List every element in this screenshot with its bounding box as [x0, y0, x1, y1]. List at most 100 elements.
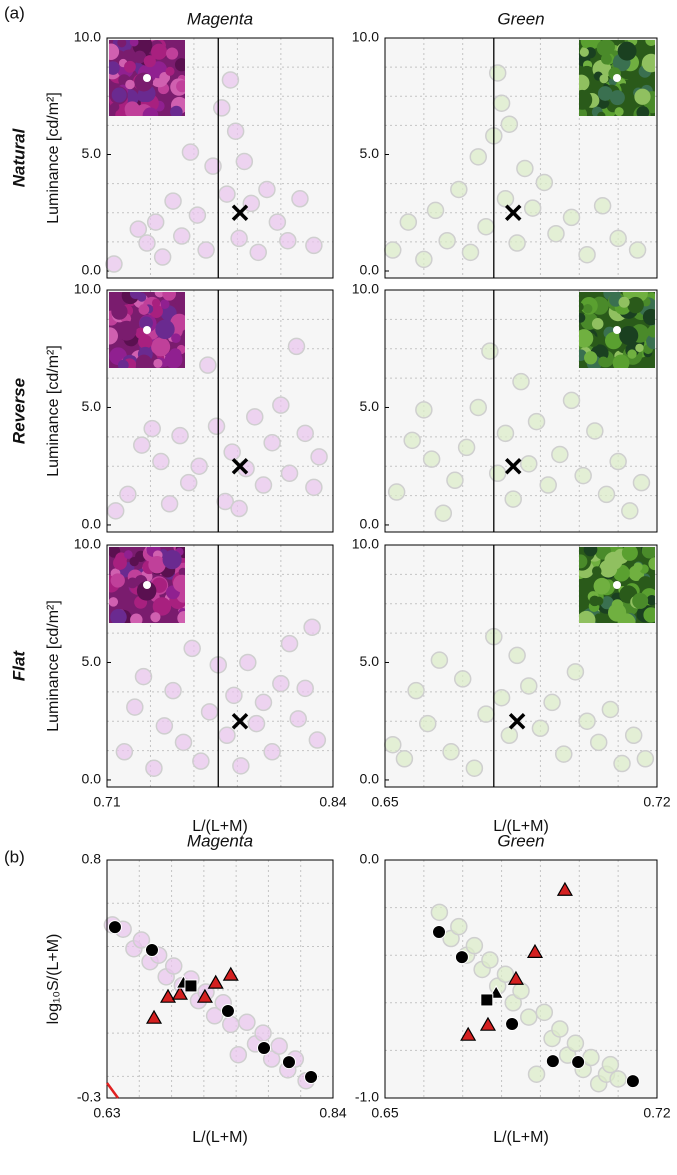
- data-point: [481, 342, 499, 360]
- texture-disc: [579, 47, 589, 57]
- x-tick-label: 0.71: [93, 794, 120, 810]
- mean-cross: [231, 712, 249, 730]
- data-point: [164, 192, 182, 210]
- texture: [579, 547, 655, 623]
- texture-disc: [109, 43, 120, 60]
- data-point: [504, 490, 522, 508]
- texture-disc: [579, 610, 596, 623]
- texture: [579, 40, 655, 116]
- subplot: 0.0 5.0 10.0 0.71 0.84 L/(L+M) Luminance [cd/m…: [9, 536, 346, 836]
- data-point: [586, 422, 604, 440]
- data-point: [247, 714, 266, 733]
- y-tick-label: 0.0: [82, 516, 102, 532]
- data-point: [399, 213, 418, 231]
- y-tick-label: 5.0: [360, 145, 380, 161]
- y-tick-label: 10.0: [352, 536, 379, 552]
- data-point: [535, 173, 554, 192]
- data-point: [488, 64, 507, 82]
- data-point: [547, 224, 565, 243]
- y-tick-label: 10.0: [74, 536, 101, 552]
- plot-frame: [384, 544, 658, 788]
- texture-disc: [579, 312, 586, 323]
- square-marker: [184, 979, 198, 993]
- data-point: [207, 417, 226, 436]
- texture-disc: [621, 547, 638, 561]
- data-point: [171, 426, 189, 445]
- data-point: [593, 197, 612, 215]
- data-point: [238, 1013, 256, 1032]
- data-point: [632, 473, 651, 492]
- mean-cross: [508, 712, 526, 730]
- data-point: [197, 241, 215, 259]
- data-point: [508, 234, 526, 252]
- texture-disc: [109, 597, 119, 607]
- texture-disc: [594, 596, 604, 606]
- data-point: [387, 483, 406, 501]
- data-point: [539, 476, 557, 494]
- data-point: [246, 408, 264, 426]
- subplot: -1.0 0.0 0.65 0.72 L/(L+M) Green: [355, 831, 671, 1146]
- data-point: [223, 443, 241, 461]
- texture-disc: [117, 40, 127, 48]
- data-point: [155, 717, 174, 735]
- mean-cross: [231, 204, 249, 221]
- fixation-dot: [143, 581, 151, 589]
- data-point: [133, 436, 151, 454]
- data-point: [492, 94, 511, 112]
- data-point: [496, 190, 515, 208]
- data-point: [229, 1045, 248, 1064]
- data-point: [115, 743, 134, 761]
- y-tick-label: 5.0: [82, 145, 102, 161]
- data-point: [134, 667, 153, 686]
- texture-disc: [591, 318, 604, 330]
- row-label: Natural: [9, 127, 28, 187]
- texture-disc: [647, 325, 655, 338]
- data-point: [132, 931, 151, 949]
- y-tick-label: 10.0: [352, 281, 379, 297]
- texture-disc: [599, 74, 609, 84]
- data-point: [624, 726, 643, 745]
- texture-disc: [580, 40, 598, 50]
- triangle-marker: [479, 1016, 497, 1031]
- texture-disc: [150, 612, 161, 623]
- data-point: [523, 199, 542, 217]
- y-tick-label: -1.0: [355, 1089, 379, 1105]
- data-point: [407, 681, 425, 700]
- data-point: [129, 220, 148, 238]
- column-title: Green: [497, 9, 544, 28]
- data-point: [566, 663, 585, 681]
- column-title: Magenta: [187, 831, 253, 850]
- data-point: [181, 143, 200, 161]
- texture-disc: [148, 555, 166, 574]
- mean-cross: [504, 457, 522, 475]
- texture-disc: [600, 53, 612, 65]
- data-point: [310, 448, 328, 466]
- texture-disc: [178, 567, 185, 577]
- panel-label: (a): [4, 3, 25, 22]
- plot-frame: [106, 859, 334, 1099]
- texture-disc: [127, 577, 138, 589]
- data-point: [496, 424, 515, 443]
- texture-disc: [110, 102, 120, 112]
- data-point: [562, 391, 581, 410]
- data-point: [527, 412, 546, 431]
- y-axis-label: Luminance [cd/m²]: [45, 600, 62, 732]
- texture-disc: [604, 331, 623, 350]
- texture-disc: [618, 296, 630, 308]
- y-axis-label: Luminance [cd/m²]: [45, 92, 62, 224]
- data-point: [146, 213, 165, 231]
- texture-disc: [124, 60, 136, 73]
- data-point: [143, 419, 161, 438]
- data-point: [190, 457, 208, 475]
- fixation-dot: [613, 74, 621, 82]
- subplot: 0.0 5.0 10.0 Green: [352, 9, 658, 279]
- texture-disc: [129, 40, 139, 47]
- triangle-marker: [159, 988, 177, 1003]
- texture-disc: [110, 608, 127, 623]
- circle-marker: [257, 1041, 272, 1056]
- plot-frame: [384, 37, 658, 279]
- data-point: [183, 639, 201, 658]
- data-point: [554, 745, 573, 763]
- y-tick-label: 0.0: [360, 516, 380, 532]
- data-point: [520, 1008, 538, 1026]
